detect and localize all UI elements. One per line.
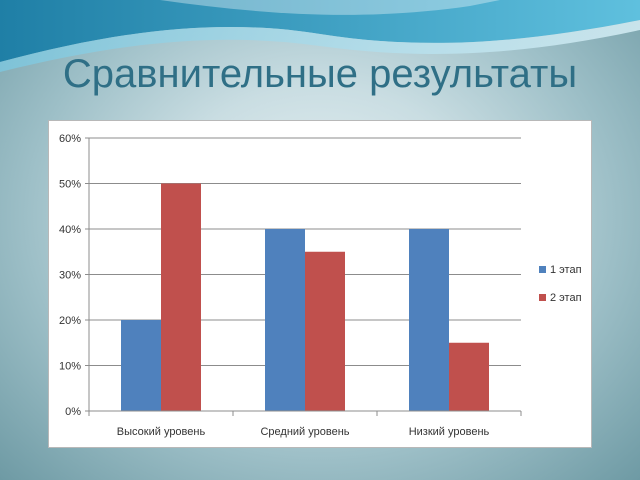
slide-title: Сравнительные результаты [62, 52, 578, 96]
y-tick-label: 10% [59, 361, 81, 373]
y-tick-label: 50% [59, 179, 81, 191]
x-category-label: Низкий уровень [409, 426, 490, 438]
x-category-label: Высокий уровень [117, 426, 206, 438]
y-tick-label: 0% [65, 406, 81, 418]
legend-label-2: 2 этап [550, 292, 582, 304]
legend-swatch-1 [539, 266, 546, 273]
chart-container: 0% 10% 20% 30% 40% 50% 60% Высокий уровень Сред… [48, 120, 592, 448]
legend-swatch-2 [539, 294, 546, 301]
bar-1-3 [409, 229, 449, 411]
y-tick-label: 40% [59, 224, 81, 236]
x-category-label: Средний уровень [260, 426, 349, 438]
y-tick-label: 20% [59, 315, 81, 327]
bar-2-1 [161, 183, 201, 411]
header-wave-decoration [0, 0, 640, 72]
legend-label-1: 1 этап [550, 264, 582, 276]
bar-1-2 [265, 229, 305, 411]
y-tick-label: 60% [59, 133, 81, 145]
y-tick-label: 30% [59, 270, 81, 282]
bar-chart: 0% 10% 20% 30% 40% 50% 60% Высокий уровень Сред… [59, 133, 582, 438]
bar-2-2 [305, 251, 345, 411]
bar-2-3 [449, 342, 489, 411]
bar-1-1 [121, 320, 161, 411]
